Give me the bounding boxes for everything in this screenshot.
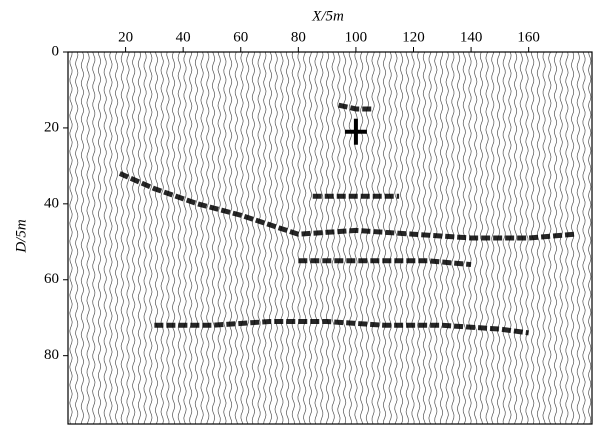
reflector [298, 258, 472, 268]
trace [257, 51, 261, 425]
trace [172, 51, 176, 425]
reflector [118, 171, 575, 241]
trace [223, 51, 227, 425]
trace [194, 51, 198, 425]
trace [274, 51, 278, 425]
source-marker [344, 118, 367, 145]
trace [400, 51, 404, 425]
x-tick-label: 80 [291, 29, 306, 45]
trace [343, 51, 347, 425]
trace [394, 51, 398, 425]
trace [280, 51, 284, 425]
x-tick-label: 100 [345, 29, 368, 45]
trace [97, 51, 102, 425]
trace [137, 51, 141, 425]
trace [576, 51, 580, 425]
trace [382, 51, 387, 425]
trace [479, 51, 483, 425]
trace [143, 51, 147, 425]
trace [149, 51, 153, 425]
trace [371, 51, 375, 425]
trace [320, 51, 324, 424]
trace [325, 51, 330, 425]
trace [337, 51, 341, 425]
trace [200, 51, 204, 425]
trace [177, 51, 181, 425]
y-axis-label: D/5m [13, 219, 29, 254]
trace [502, 51, 506, 425]
x-tick-label: 60 [233, 29, 248, 45]
trace [582, 51, 586, 425]
x-axis-label: X/5m [311, 8, 344, 24]
plot-frame [67, 51, 593, 425]
trace [189, 51, 193, 425]
trace [155, 51, 158, 425]
reflector [154, 319, 529, 336]
y-tick-label: 80 [44, 347, 59, 363]
trace [525, 51, 529, 425]
trace [331, 51, 335, 425]
trace [103, 51, 107, 425]
x-tick-label: 20 [118, 29, 133, 45]
trace [75, 51, 79, 425]
trace [160, 51, 164, 425]
trace [80, 51, 84, 425]
trace [268, 51, 273, 425]
trace [69, 51, 73, 425]
trace [411, 51, 415, 425]
trace [422, 51, 426, 425]
y-tick-label: 60 [44, 271, 59, 287]
trace [354, 51, 358, 425]
trace [211, 51, 216, 425]
trace [120, 51, 124, 425]
trace [217, 51, 221, 425]
trace [297, 51, 301, 425]
x-tick-label: 140 [460, 29, 483, 45]
reflector [338, 102, 374, 112]
y-tick-label: 0 [52, 43, 60, 59]
trace [417, 51, 421, 425]
trace [291, 51, 295, 425]
trace [428, 51, 432, 425]
trace [251, 51, 255, 425]
trace [559, 51, 563, 425]
trace [348, 51, 352, 425]
trace [206, 51, 210, 425]
trace [92, 51, 96, 425]
trace [514, 51, 518, 425]
trace [377, 51, 381, 425]
trace [234, 51, 238, 425]
y-tick-label: 40 [44, 195, 59, 211]
x-tick-label: 120 [402, 29, 425, 45]
trace [405, 51, 409, 425]
trace [229, 51, 233, 425]
x-tick-label: 40 [176, 29, 191, 45]
trace [166, 51, 170, 425]
trace [115, 51, 119, 425]
trace [303, 51, 307, 425]
trace [126, 51, 130, 425]
x-tick-label: 160 [517, 29, 540, 45]
trace [588, 51, 592, 425]
trace [183, 51, 187, 425]
trace [263, 51, 267, 425]
trace [388, 51, 392, 425]
trace [308, 51, 312, 425]
trace [565, 51, 569, 425]
trace [86, 51, 90, 425]
trace [109, 51, 113, 425]
trace [240, 51, 244, 425]
trace [571, 51, 575, 425]
trace [360, 51, 364, 425]
trace [365, 51, 369, 425]
trace [314, 51, 318, 425]
y-tick-label: 20 [44, 119, 59, 135]
trace [286, 51, 290, 425]
trace [132, 51, 136, 425]
trace [491, 51, 495, 425]
trace [246, 51, 250, 425]
